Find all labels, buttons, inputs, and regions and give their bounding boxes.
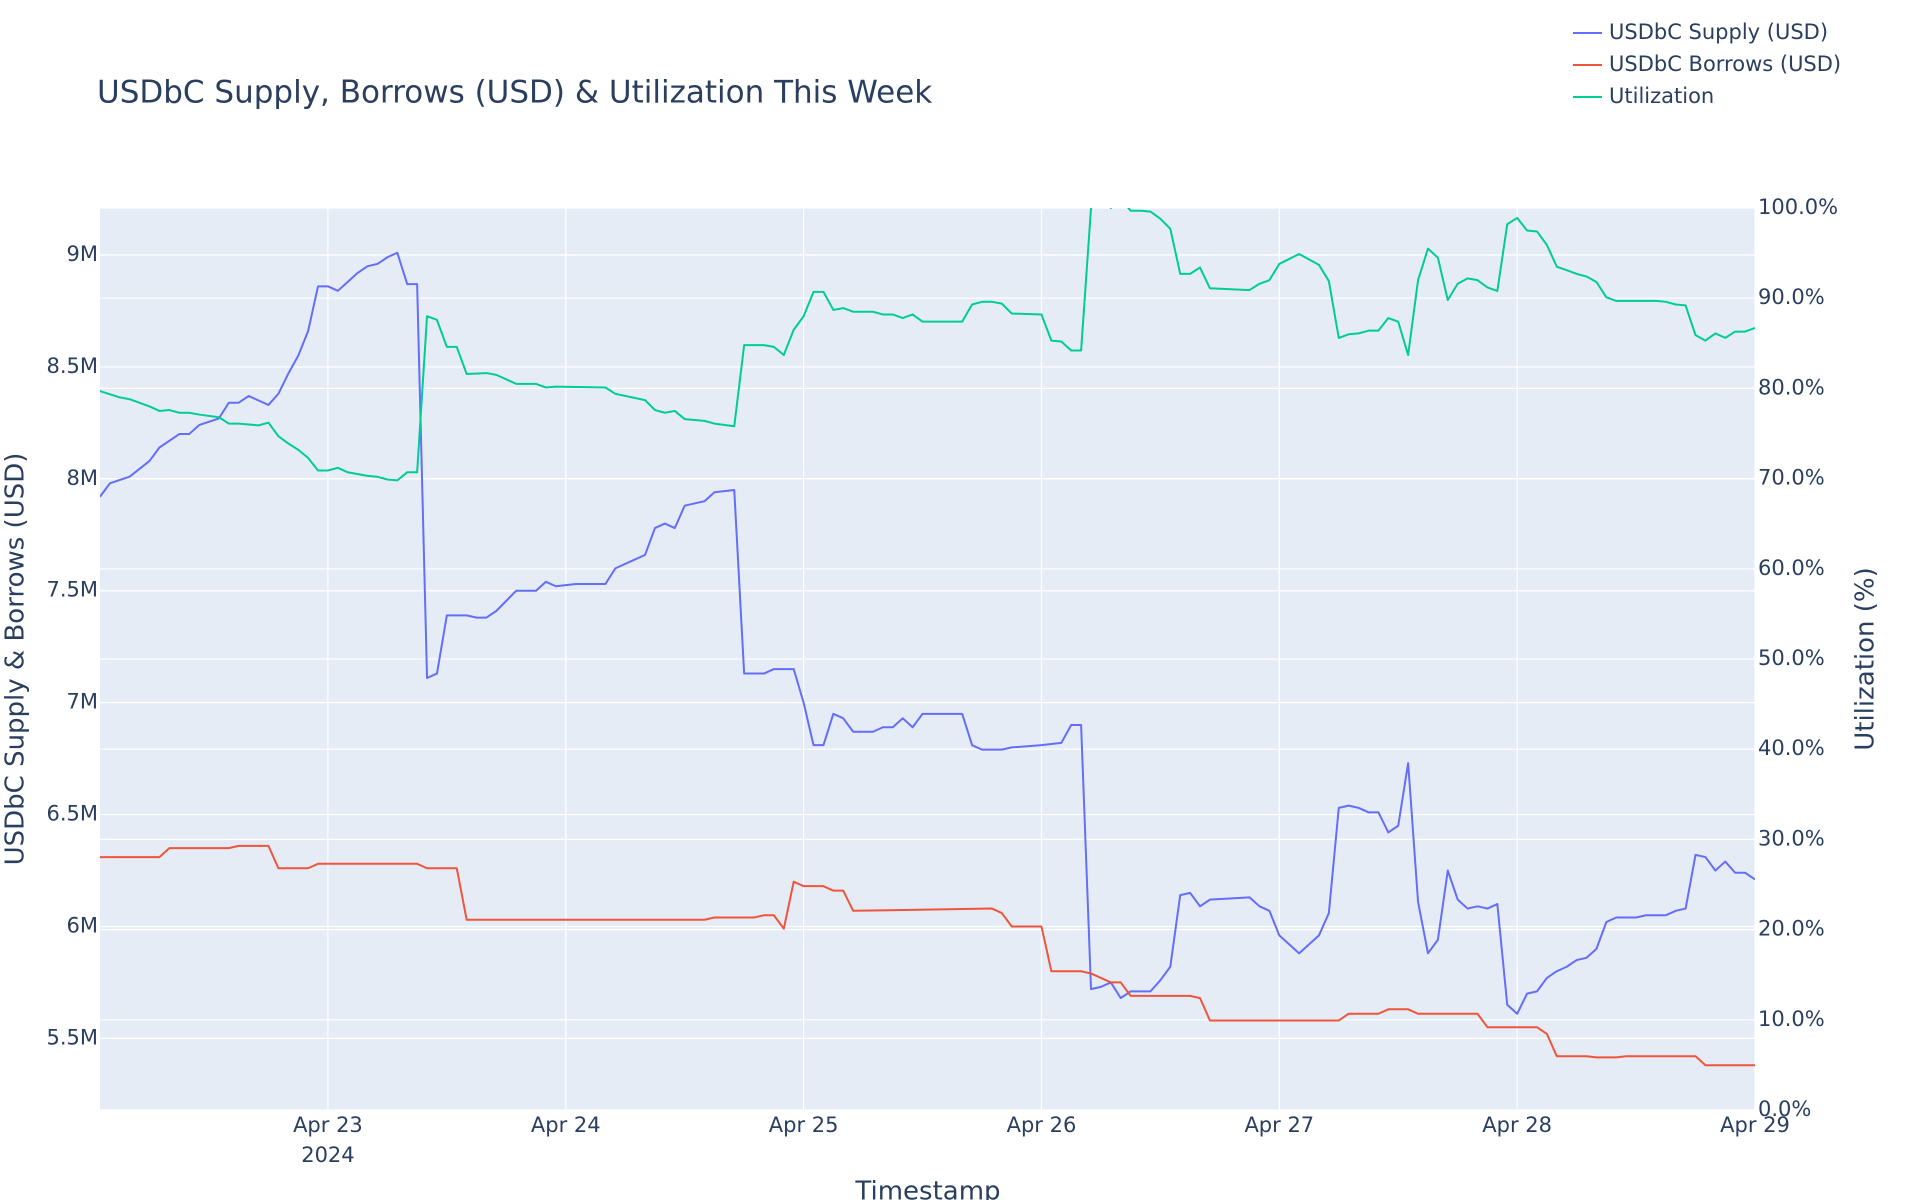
y2-axis-title: Utilization (%) (1851, 567, 1881, 751)
lines (100, 208, 1755, 1067)
series-line (100, 844, 1755, 1067)
y-tick-label: 8M (67, 466, 98, 490)
y2-tick-label: 70.0% (1758, 466, 1825, 490)
y-tick-label: 9M (67, 242, 98, 266)
x-axis-title: Timestamp (854, 1177, 1000, 1200)
x-tick-label: Apr 24 (531, 1113, 601, 1137)
y-tick-label: 5.5M (46, 1025, 98, 1049)
y-tick-label: 8.5M (46, 354, 98, 378)
y2-tick-label: 50.0% (1758, 646, 1825, 670)
y2-tick-label: 10.0% (1758, 1007, 1825, 1031)
x-tick-label: Apr 29 (1720, 1113, 1790, 1137)
x-tick-label: Apr 27 (1244, 1113, 1314, 1137)
y-axis-title: USDbC Supply & Borrows (USD) (1, 453, 31, 866)
legend-label: USDbC Supply (USD) (1609, 20, 1828, 44)
x-tick-label: Apr 28 (1482, 1113, 1552, 1137)
y2-tick-label: 20.0% (1758, 917, 1825, 941)
tick-labels: Apr 23 2024 Apr 24 Apr 25 Apr 26 Apr 27 Apr 28… (46, 195, 1838, 1167)
y2-tick-label: 90.0% (1758, 285, 1825, 309)
y2-tick-label: 0.0% (1758, 1097, 1811, 1121)
y-tick-label: 6.5M (46, 802, 98, 826)
y-tick-label: 7M (67, 690, 98, 714)
legend-label: USDbC Borrows (USD) (1609, 52, 1841, 76)
legend-label: Utilization (1609, 84, 1714, 108)
series-line (100, 251, 1755, 1015)
x-tick-label: Apr 26 (1007, 1113, 1077, 1137)
y2-tick-label: 100.0% (1758, 195, 1838, 219)
x-tick-label: Apr 25 (769, 1113, 839, 1137)
y2-tick-label: 40.0% (1758, 736, 1825, 760)
x-tick-label: Apr 23 2024 (293, 1113, 363, 1167)
series-line (100, 208, 1755, 482)
y-tick-label: 6M (67, 913, 98, 937)
y2-tick-label: 30.0% (1758, 826, 1825, 850)
grid (100, 207, 1756, 1111)
y-tick-label: 7.5M (46, 578, 98, 602)
y2-tick-label: 60.0% (1758, 556, 1825, 580)
chart-title: USDbC Supply, Borrows (USD) & Utilizatio… (97, 75, 932, 111)
y2-tick-label: 80.0% (1758, 375, 1825, 399)
legend: USDbC Supply (USD) USDbC Borrows (USD) Uti… (1573, 20, 1841, 108)
